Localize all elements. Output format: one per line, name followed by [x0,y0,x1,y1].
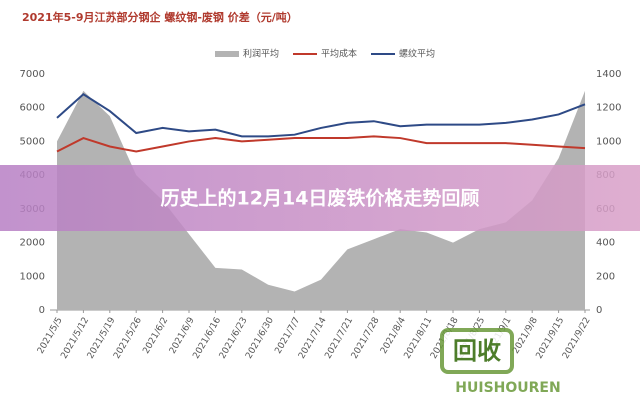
x-tick-label: 2021/5/5 [36,316,65,356]
x-tick-label: 2021/8/4 [379,316,408,356]
x-tick-label: 2021/7/28 [350,316,382,361]
y-tick-label: 0 [39,305,45,316]
y2-tick-label: 1000 [596,136,621,147]
legend-label: 利润平均 [243,48,279,60]
x-tick-label: 2021/5/26 [112,316,144,361]
line [56,92,586,138]
x-tick-label: 2021/6/2 [141,316,170,356]
chart-title: 2021年5-9月江苏部分钢企 螺纹钢-废钢 价差（元/吨） [22,10,298,24]
x-tick-label: 2021/6/30 [244,316,276,361]
y2-tick-label: 1400 [596,69,621,80]
x-tick-label: 2021/6/9 [168,316,197,356]
x-tick-label: 2021/7/7 [273,316,302,356]
logo-box [440,328,514,374]
y2-tick-label: 1200 [596,103,621,114]
y-tick-label: 7000 [20,69,45,80]
legend-label: 螺纹平均 [399,48,435,60]
x-tick-label: 2021/9/22 [561,316,593,361]
y-tick-label: 2000 [20,238,45,249]
y-tick-label: 5000 [20,136,45,147]
banner-title: 历史上的12月14日废铁价格走势回顾 [161,187,480,210]
legend-label: 平均成本 [321,48,357,60]
logo: 回收 [453,337,501,365]
y-tick-label: 6000 [20,103,45,114]
banner-band [0,165,640,231]
area [57,90,585,310]
x-tick-label: 2021/9/8 [511,316,540,356]
legend-swatch [215,51,239,57]
y-tick-label: 1000 [20,271,45,282]
y2-tick-label: 0 [596,305,602,316]
logo-text: HUISHOUREN [455,380,560,396]
line [56,135,586,153]
y2-tick-label: 200 [596,271,615,282]
y2-tick-label: 400 [596,238,615,249]
